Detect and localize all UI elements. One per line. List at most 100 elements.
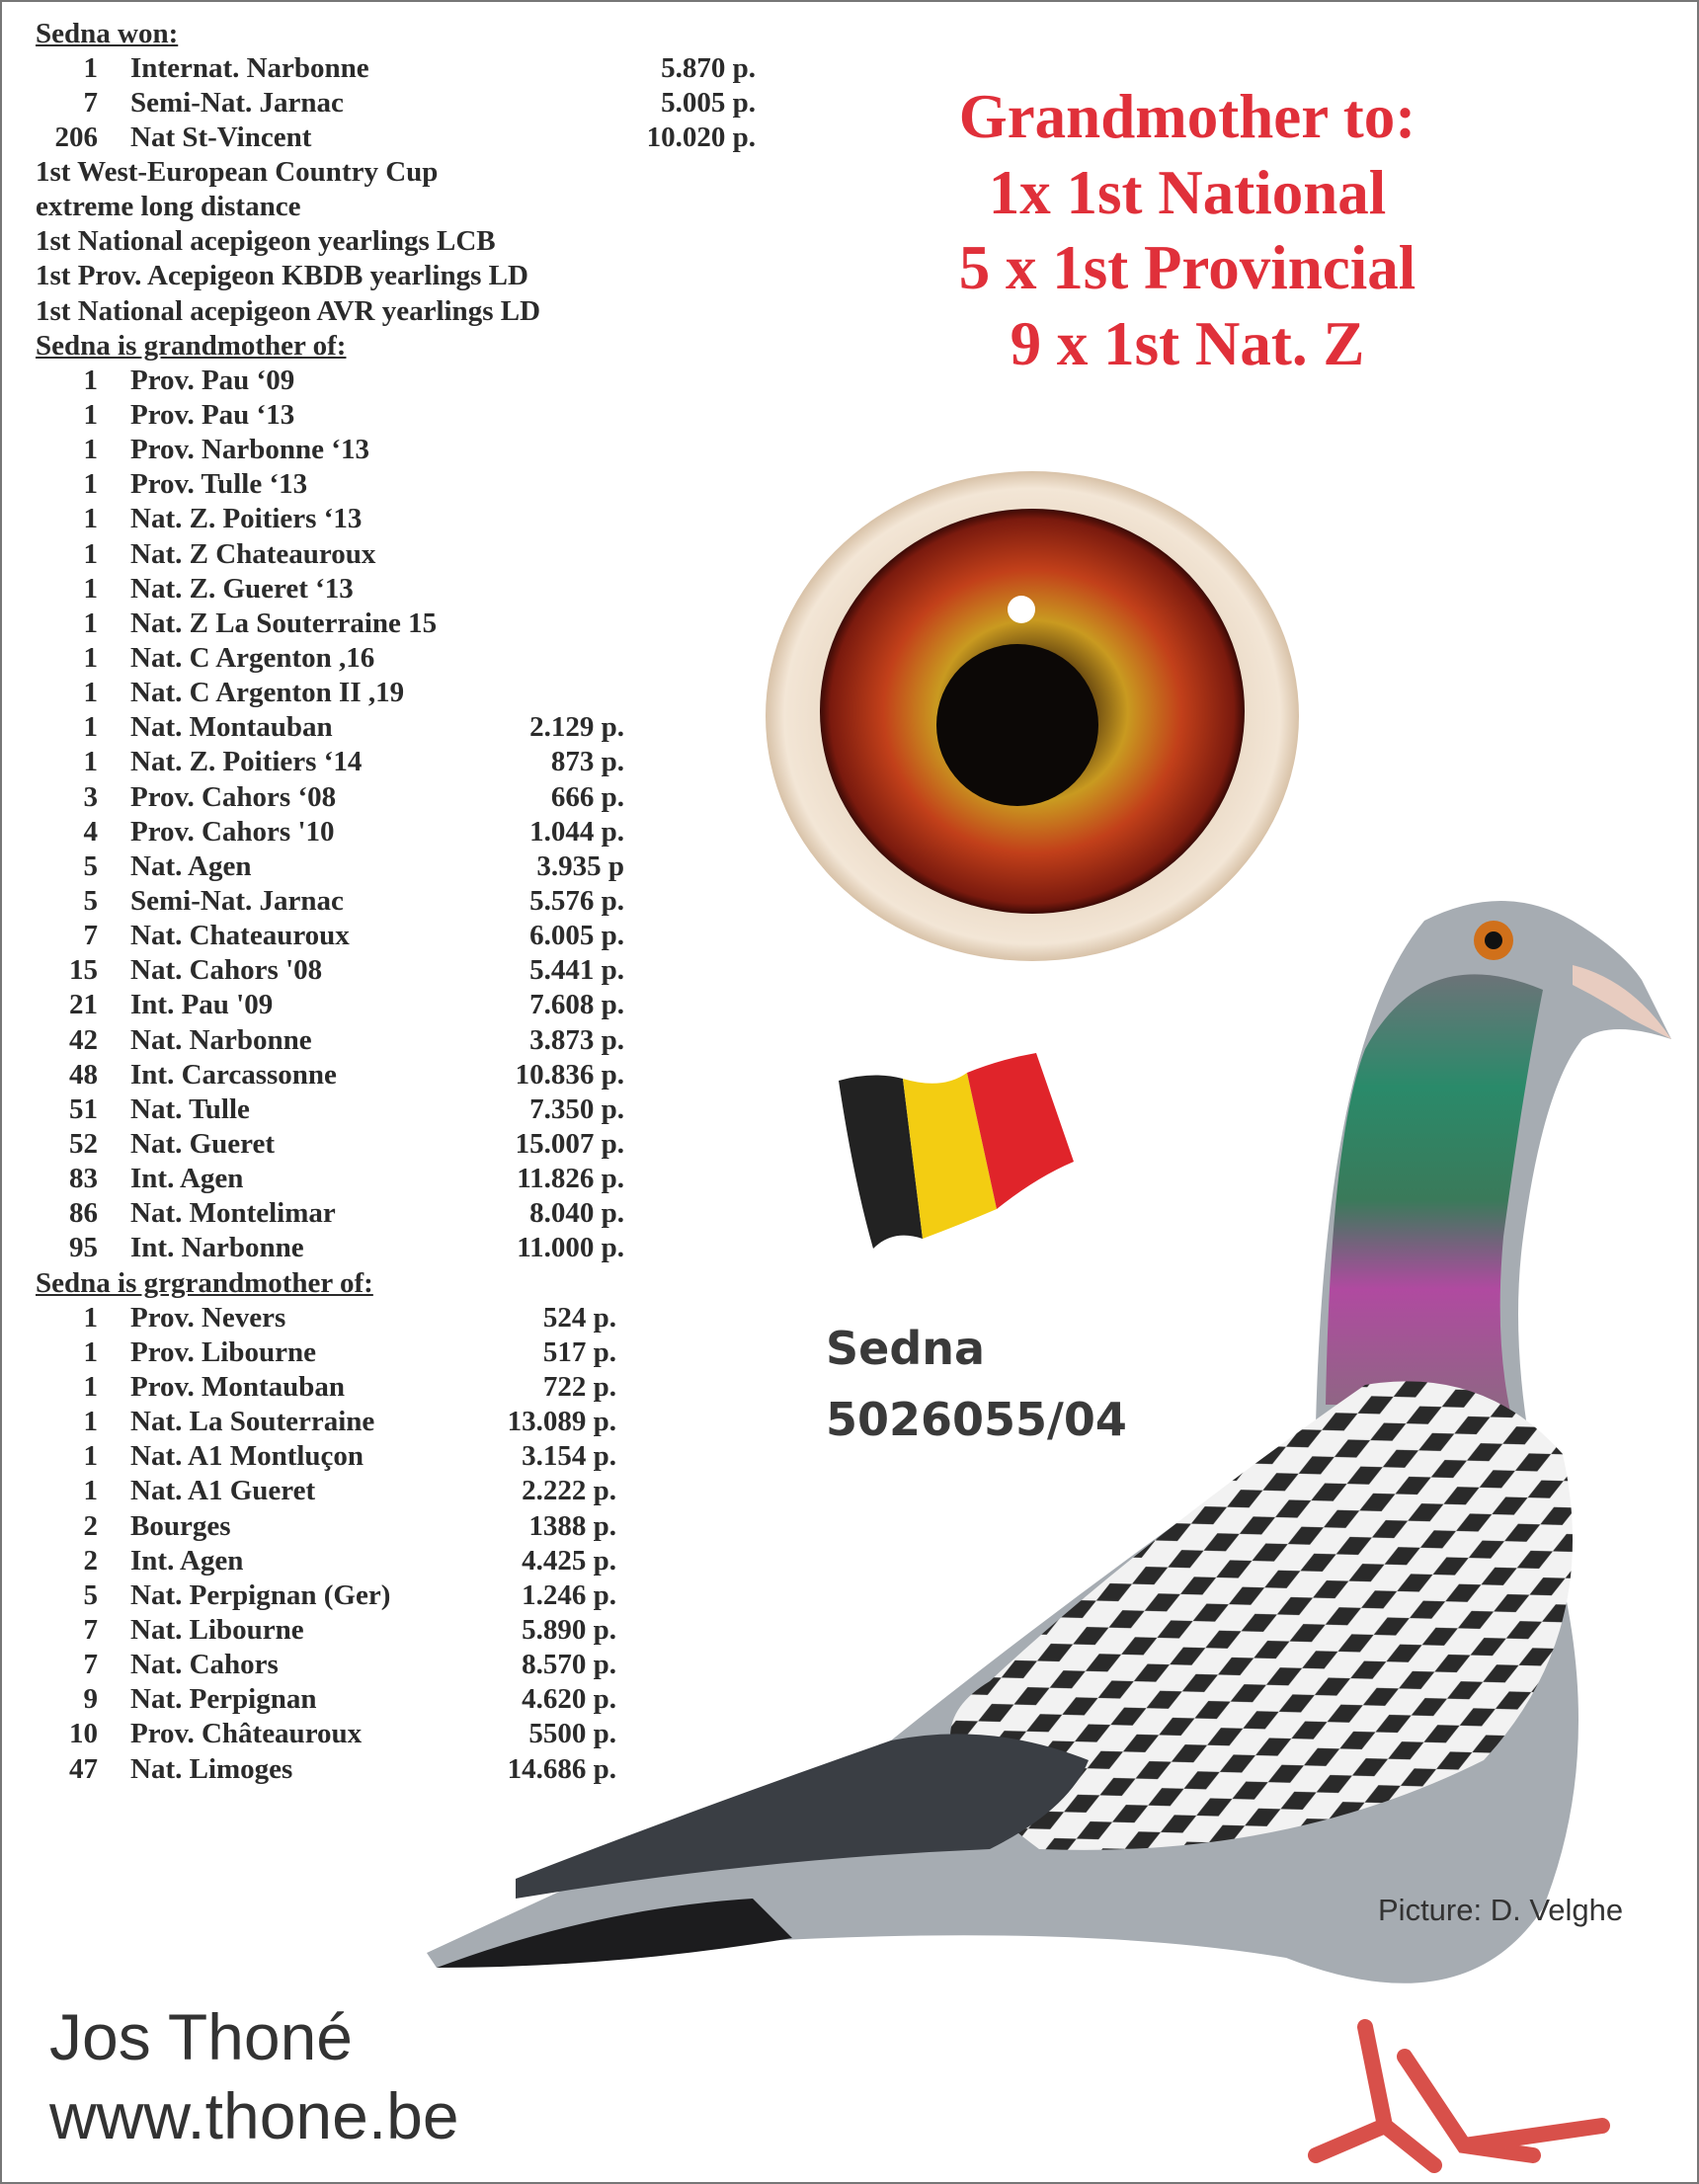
rank: 42 [69,1023,98,1056]
rank-cell: 9 [41,1682,99,1717]
rank-cell: 5 [41,884,99,919]
rank: 83 [69,1163,98,1195]
race-name: Nat. Montelimar [130,1197,336,1230]
result-row: 1 Prov. Montauban 722 p. [2,1370,891,1405]
rank-cell: 206 [41,121,99,155]
rank-cell: 1 [41,641,99,676]
list-row: 1st National acepigeon yearlings LCB [2,224,891,259]
race-name: Nat. Z La Souterraine 15 [130,607,438,639]
rank-cell: 1 [41,1335,99,1370]
points: 5.870 p. [661,51,756,84]
result-row: 1 Nat. Z. Poitiers ‘13 [2,502,891,536]
rank-cell: 86 [41,1196,98,1231]
points: 10.020 p. [646,121,756,153]
points: 1388 p. [528,1509,616,1542]
rank-cell: 21 [41,988,98,1022]
race-name: Internat. Narbonne [130,51,369,84]
race-name: Prov. Montauban [130,1370,346,1403]
result-row: 95 Int. Narbonne 11.000 p. [2,1231,891,1265]
points: 2.222 p. [522,1475,616,1507]
rank: 7 [83,1613,99,1646]
headline: Grandmother to: 1x 1st National 5 x 1st … [891,79,1484,381]
result-row: 5 Nat. Agen 3.935 p [2,849,891,884]
rank-cell: 1 [41,433,99,467]
headline-line: Grandmother to: [958,82,1416,151]
rank-cell: 7 [41,919,99,953]
headline-line: 5 x 1st Provincial [958,233,1416,302]
points: 1.044 p. [529,815,624,848]
points: 7.608 p. [529,989,624,1021]
list-row: extreme long distance [2,190,891,224]
rank: 1 [83,1475,99,1507]
list-row: Sedna is grgrandmother of: [2,1266,891,1301]
result-row: 1 Nat. A1 Gueret 2.222 p. [2,1474,891,1508]
race-name: Nat. Chateauroux [130,920,350,952]
headline-line: 9 x 1st Nat. Z [1010,308,1365,378]
title-line: 1st Prov. Acepigeon KBDB yearlings LD [36,260,528,292]
race-name: Nat. Cahors [130,1649,279,1681]
rank-cell: 1 [41,502,99,536]
points: 15.007 p. [515,1127,624,1160]
result-row: 1 Prov. Nevers 524 p. [2,1301,891,1335]
result-row: 1 Nat. Z Chateauroux [2,537,891,572]
race-name: Nat. C Argenton II ,19 [130,677,405,709]
rank: 1 [83,642,99,675]
points: 5.441 p. [529,954,624,987]
result-row: 1 Internat. Narbonne 5.870 p. [2,51,891,86]
rank-cell: 51 [41,1092,98,1127]
points: 2.129 p. [529,711,624,744]
rank: 206 [54,121,99,153]
race-name: Nat. Z Chateauroux [130,537,376,570]
rank-cell: 1 [41,1439,99,1474]
result-row: 48 Int. Carcassonne 10.836 p. [2,1058,891,1092]
rank: 48 [69,1058,98,1091]
race-name: Int. Agen [130,1544,244,1577]
rank-cell: 1 [41,1301,99,1335]
race-name: Nat. Tulle [130,1092,250,1125]
result-row: 52 Nat. Gueret 15.007 p. [2,1127,891,1162]
rank-cell: 10 [41,1717,98,1751]
rank: 7 [83,86,99,119]
race-name: Nat. Limoges [130,1752,293,1785]
ring-number: 5026055/04 [826,1393,1127,1446]
result-row: 2 Bourges 1388 p. [2,1509,891,1544]
race-name: Nat. Perpignan [130,1683,317,1716]
race-name: Nat. Z. Gueret ‘13 [130,572,354,605]
points: 14.686 p. [507,1752,616,1785]
result-row: 86 Nat. Montelimar 8.040 p. [2,1196,891,1231]
rank: 3 [83,780,99,813]
race-name: Nat. A1 Gueret [130,1475,316,1507]
race-name: Prov. Nevers [130,1301,286,1334]
section-heading: Sedna won: [36,17,179,49]
rank-cell: 1 [41,537,99,572]
rank-cell: 1 [41,467,99,502]
rank: 1 [83,677,99,709]
result-row: 1 Nat. A1 Montluçon 3.154 p. [2,1439,891,1474]
photo-credit: Picture: D. Velghe [1378,1893,1624,1927]
rank-cell: 1 [41,745,99,779]
website-link[interactable]: www.thone.be [49,2079,459,2152]
result-row: 15 Nat. Cahors '08 5.441 p. [2,953,891,988]
rank: 5 [83,1578,99,1611]
points: 3.154 p. [522,1440,616,1473]
race-name: Prov. Narbonne ‘13 [130,434,369,466]
points: 5.890 p. [522,1613,616,1646]
rank: 2 [83,1509,99,1542]
pigeon-name: Sedna [826,1322,986,1375]
rank-cell: 1 [41,51,99,86]
rank: 86 [69,1197,98,1230]
rank: 1 [83,607,99,639]
race-name: Nat. Perpignan (Ger) [130,1578,391,1611]
rank: 2 [83,1544,99,1577]
rank-cell: 1 [41,1474,99,1508]
points: 7.350 p. [529,1092,624,1125]
rank: 52 [69,1127,98,1160]
breeder-name: Jos Thoné [49,2000,353,2073]
rank-cell: 15 [41,953,98,988]
title-line: 1st West-European Country Cup [36,156,439,189]
rank-cell: 5 [41,1578,99,1613]
rank: 1 [83,399,99,432]
list-row: 1st Prov. Acepigeon KBDB yearlings LD [2,259,891,293]
points: 5.576 p. [529,885,624,917]
rank: 1 [83,711,99,744]
